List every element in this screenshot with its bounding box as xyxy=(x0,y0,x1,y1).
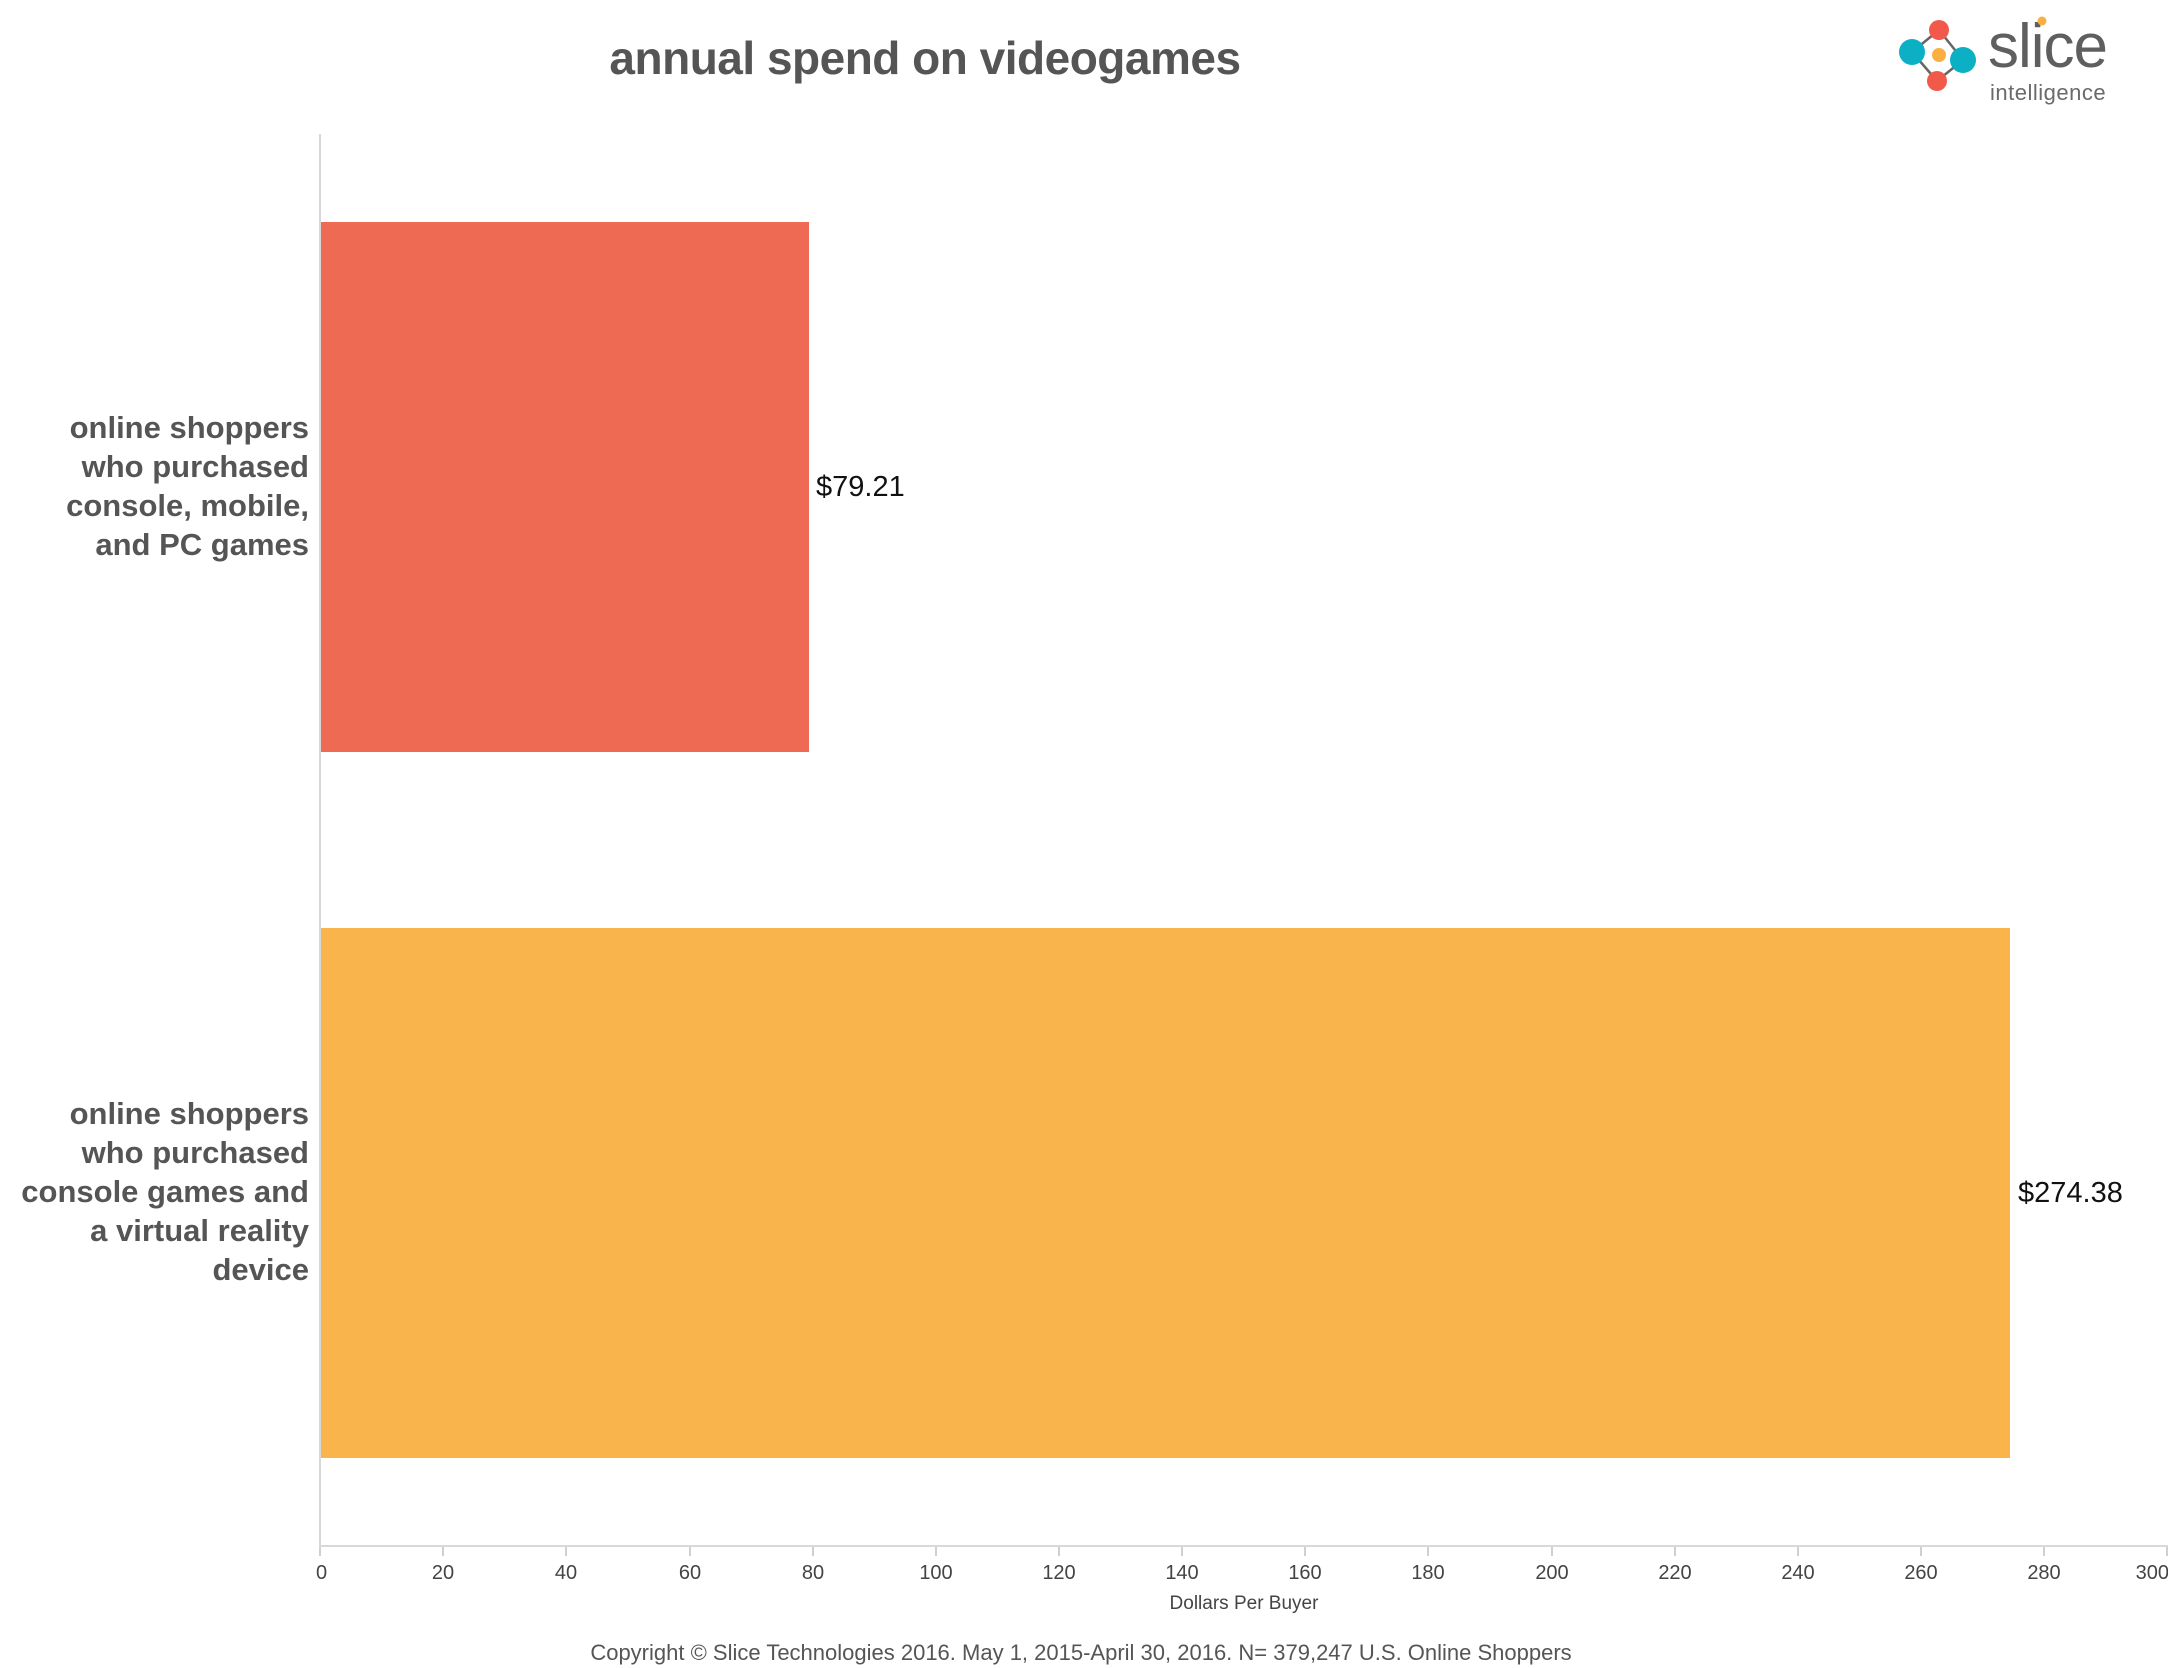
x-tick xyxy=(1304,1547,1306,1556)
logo-i-dot-icon xyxy=(2037,16,2047,26)
category-label-line: who purchased xyxy=(81,449,309,484)
x-tick xyxy=(812,1547,814,1556)
y-axis-line xyxy=(319,134,321,1547)
category-label-line: console, mobile, xyxy=(66,488,309,523)
x-tick-label: 80 xyxy=(801,1562,825,1584)
x-tick-label: 120 xyxy=(1042,1562,1076,1584)
x-axis-title: Dollars Per Buyer xyxy=(1169,1593,1319,1614)
category-label-line: a virtual reality xyxy=(90,1213,309,1248)
x-tick-label: 240 xyxy=(1781,1562,1815,1584)
bar-value-label: $79.21 xyxy=(816,471,905,503)
bar-value-label: $274.38 xyxy=(2018,1177,2123,1209)
x-tick-label: 20 xyxy=(431,1562,455,1584)
x-tick-label: 40 xyxy=(554,1562,578,1584)
x-tick xyxy=(1920,1547,1922,1556)
logo-subtitle: intelligence xyxy=(1990,80,2107,105)
x-tick-label: 100 xyxy=(919,1562,953,1584)
x-tick xyxy=(2166,1547,2168,1556)
category-label-line: online shoppers xyxy=(69,410,309,445)
category-label-console-vr: online shoppers who purchased console ga… xyxy=(0,1094,309,1289)
category-label-line: console games and xyxy=(21,1174,309,1209)
x-tick xyxy=(1674,1547,1676,1556)
category-label-multi-platform: online shoppers who purchased console, m… xyxy=(0,408,309,564)
x-tick-label: 280 xyxy=(2027,1562,2061,1584)
copyright-footer: Copyright © Slice Technologies 2016. May… xyxy=(590,1640,1572,1665)
x-tick-label: 180 xyxy=(1411,1562,1445,1584)
x-tick-label: 0 xyxy=(316,1562,328,1584)
x-tick xyxy=(442,1547,444,1556)
category-label-line: online shoppers xyxy=(69,1096,309,1131)
x-tick xyxy=(319,1547,321,1556)
x-tick xyxy=(2043,1547,2045,1556)
x-tick-label: 200 xyxy=(1535,1562,1569,1584)
bar-console-vr xyxy=(321,928,2010,1458)
x-tick xyxy=(565,1547,567,1556)
bar-multi-platform xyxy=(321,222,809,752)
x-tick-label: 140 xyxy=(1165,1562,1199,1584)
x-tick xyxy=(1058,1547,1060,1556)
x-tick-label: 220 xyxy=(1658,1562,1692,1584)
category-label-line: and PC games xyxy=(95,527,309,562)
x-tick-label: 260 xyxy=(1904,1562,1938,1584)
x-tick-label: 300 xyxy=(2135,1562,2168,1584)
x-axis-line xyxy=(319,1545,2168,1547)
x-tick xyxy=(935,1547,937,1556)
category-label-line: who purchased xyxy=(81,1135,309,1170)
x-tick-label: 60 xyxy=(678,1562,702,1584)
x-tick-label: 160 xyxy=(1288,1562,1322,1584)
x-tick xyxy=(1181,1547,1183,1556)
x-tick xyxy=(689,1547,691,1556)
category-label-line: device xyxy=(212,1252,309,1287)
slice-intelligence-logo: slice intelligence xyxy=(1890,10,2160,110)
molecule-logo-icon xyxy=(1899,20,1976,91)
x-tick xyxy=(1427,1547,1429,1556)
x-tick xyxy=(1797,1547,1799,1556)
x-tick xyxy=(1551,1547,1553,1556)
logo-wordmark: slice xyxy=(1988,12,2108,81)
chart-title: annual spend on videogames xyxy=(609,32,1241,84)
